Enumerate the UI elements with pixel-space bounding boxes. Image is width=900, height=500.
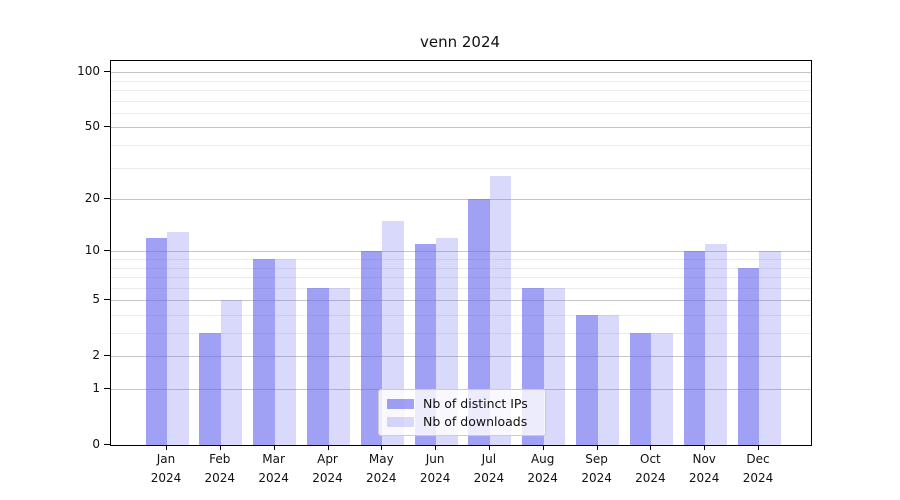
gridline-minor — [111, 287, 811, 289]
gridline-minor — [111, 80, 811, 82]
bar-distinct-ips — [737, 267, 759, 445]
x-tick-label: Sep 2024 — [581, 452, 612, 485]
gridline-minor — [111, 333, 811, 334]
bar-distinct-ips — [199, 333, 221, 445]
y-tick-label: 20 — [84, 191, 100, 206]
x-tick-mark — [381, 445, 383, 450]
x-tick-label: Apr 2024 — [312, 452, 343, 485]
y-tick-mark — [104, 388, 110, 389]
y-tick-mark — [104, 355, 110, 357]
x-tick-mark — [758, 445, 759, 450]
y-tick-label: 5 — [92, 292, 100, 307]
x-tick-mark — [704, 445, 706, 450]
x-tick-label: Nov 2024 — [688, 452, 720, 485]
x-tick-label: May 2024 — [366, 452, 397, 485]
x-tick-mark — [488, 445, 490, 450]
x-tick-label: Dec 2024 — [742, 452, 774, 485]
bar-downloads — [489, 175, 512, 445]
legend-item-downloads: Nb of downloads — [387, 414, 537, 429]
x-tick-mark — [435, 445, 437, 450]
bar-distinct-ips — [253, 259, 275, 445]
x-tick-label: Oct 2024 — [635, 452, 666, 485]
bar-downloads — [543, 287, 566, 445]
plot-area — [110, 60, 812, 446]
y-tick-mark — [104, 250, 110, 252]
bar-downloads — [705, 244, 727, 445]
legend-label-downloads: Nb of downloads — [423, 414, 528, 429]
legend-swatch-distinct-ips — [387, 398, 414, 409]
bar-downloads — [274, 259, 297, 445]
bar-downloads — [597, 315, 620, 445]
gridline-major — [111, 199, 811, 201]
chart-title: venn 2024 — [419, 33, 501, 51]
bar-distinct-ips — [683, 251, 706, 445]
x-tick-mark — [327, 445, 329, 450]
gridline-major — [111, 127, 811, 129]
bar-downloads — [167, 231, 189, 445]
y-tick-mark — [104, 299, 110, 301]
gridline-minor — [111, 267, 811, 269]
y-tick-mark — [104, 444, 110, 445]
gridline-major — [111, 300, 811, 302]
bar-downloads — [759, 251, 781, 445]
gridline-minor — [111, 145, 811, 146]
bar-distinct-ips — [468, 199, 490, 445]
y-tick-label: 100 — [77, 64, 100, 79]
y-tick-mark — [104, 71, 110, 73]
x-tick-mark — [166, 445, 167, 450]
y-tick-label: 1 — [92, 381, 100, 395]
gridline-minor — [111, 167, 811, 169]
y-tick-mark — [104, 198, 110, 200]
gridline-major — [111, 251, 811, 253]
x-tick-label: Jun 2024 — [419, 452, 451, 485]
x-tick-label: Aug 2024 — [527, 452, 558, 485]
gridline-minor — [111, 100, 811, 102]
gridline-minor — [111, 112, 811, 114]
x-tick-label: Feb 2024 — [204, 452, 236, 485]
bar-distinct-ips — [576, 315, 598, 445]
bar-distinct-ips — [629, 333, 652, 445]
bar-downloads — [651, 333, 673, 445]
y-tick-mark — [104, 126, 110, 128]
gridline-major — [111, 72, 811, 74]
x-tick-mark — [596, 445, 598, 450]
bar-distinct-ips — [307, 287, 329, 445]
bar-distinct-ips — [360, 251, 383, 445]
x-tick-mark — [650, 445, 652, 450]
gridline-minor — [111, 259, 811, 260]
y-tick-label: 50 — [84, 119, 100, 134]
x-tick-label: Jan 2024 — [150, 452, 182, 485]
x-tick-label: Mar 2024 — [258, 452, 289, 485]
bar-distinct-ips — [145, 237, 167, 445]
bar-downloads — [328, 287, 350, 445]
x-tick-label: Jul 2024 — [473, 452, 505, 485]
legend-item-distinct-ips: Nb of distinct IPs — [387, 396, 537, 411]
legend-label-distinct-ips: Nb of distinct IPs — [423, 396, 528, 411]
legend: Nb of distinct IPs Nb of downloads — [378, 389, 546, 436]
x-tick-mark — [219, 445, 221, 450]
y-tick-label: 0 — [92, 437, 100, 451]
gridline-minor — [111, 277, 811, 278]
x-tick-mark — [273, 445, 275, 450]
gridline-minor — [111, 90, 811, 91]
y-tick-label: 10 — [84, 243, 100, 258]
y-tick-label: 2 — [92, 348, 100, 363]
x-tick-mark — [542, 445, 544, 450]
bar-downloads — [220, 300, 243, 445]
gridline-major — [111, 356, 811, 358]
gridline-minor — [111, 315, 811, 316]
legend-swatch-downloads — [387, 416, 414, 427]
